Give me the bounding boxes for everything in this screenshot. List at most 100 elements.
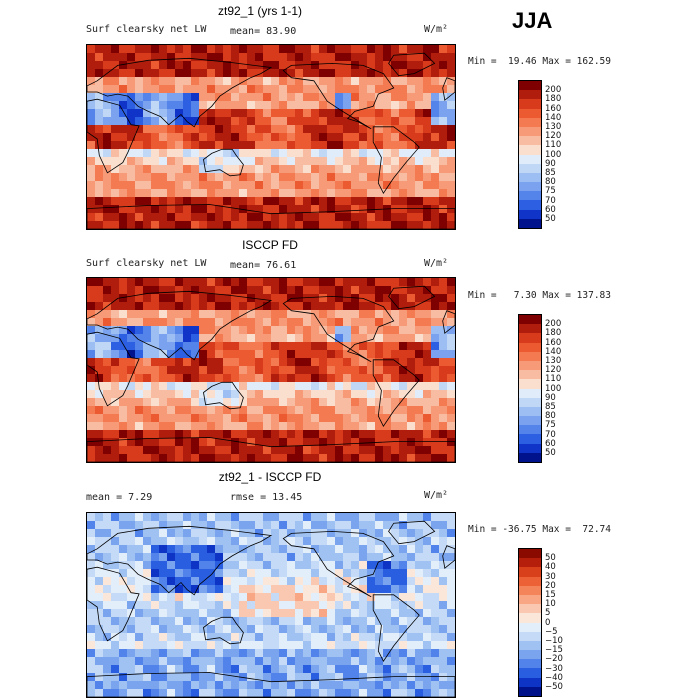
colorbar-tick-label: 160 — [545, 337, 562, 348]
colorbar-tick-label: 85 — [545, 402, 556, 412]
colorbar-swatch — [519, 163, 541, 173]
colorbar-tick-label: 30 — [545, 571, 556, 582]
colorbar-swatch — [519, 434, 541, 444]
colorbar-tick-label: 140 — [545, 112, 562, 123]
colorbar-swatch — [519, 351, 541, 361]
colorbar-tick-label: 110 — [545, 374, 562, 385]
colorbar-swatch — [519, 315, 541, 325]
colorbar-swatch — [519, 604, 541, 614]
panel-3-map — [86, 512, 456, 698]
panel-2-variable-label: Surf clearsky net LW — [86, 258, 207, 269]
colorbar-tick-label: 100 — [545, 383, 562, 394]
colorbar-tick-label: 140 — [545, 346, 562, 357]
colorbar-tick-label: 120 — [545, 131, 562, 142]
colorbar-swatch — [519, 567, 541, 577]
panel-2-title: ISCCP FD — [242, 238, 298, 252]
colorbar-swatch — [519, 443, 541, 453]
season-label: JJA — [512, 8, 553, 33]
colorbar-tick-label: 90 — [545, 158, 556, 169]
colorbar-tick-label: 130 — [545, 356, 562, 366]
colorbar-swatch — [519, 209, 541, 219]
colorbar-tick-label: −20 — [545, 654, 563, 665]
colorbar-tick-label: 200 — [545, 85, 562, 96]
colorbar-swatch — [519, 200, 541, 210]
colorbar-swatch — [519, 379, 541, 389]
colorbar-swatch — [519, 172, 541, 183]
colorbar-swatch — [519, 90, 541, 100]
colorbar-swatch — [519, 397, 541, 407]
colorbar-tick-label: 80 — [545, 177, 556, 188]
panel-1-colorbar — [518, 80, 542, 230]
colorbar-tick-label: 75 — [545, 420, 556, 431]
colorbar-tick-label: −5 — [545, 626, 558, 637]
colorbar-tick-label: 60 — [545, 438, 556, 449]
colorbar-tick-label: 5 — [545, 608, 551, 619]
colorbar-tick-label: 110 — [545, 140, 562, 151]
colorbar-swatch — [519, 333, 541, 343]
panel-1-map — [86, 44, 456, 230]
colorbar-swatch — [519, 117, 541, 127]
colorbar-swatch — [519, 659, 541, 669]
colorbar-swatch — [519, 182, 541, 192]
panel-3-rmse-label: rmse = 13.45 — [230, 492, 303, 503]
colorbar-swatch — [519, 585, 541, 595]
colorbar-swatch — [519, 650, 541, 660]
panel-1-variable-label: Surf clearsky net LW — [86, 24, 207, 35]
colorbar-swatch — [519, 136, 541, 146]
colorbar-swatch — [519, 145, 541, 155]
colorbar-tick-label: 75 — [545, 186, 556, 197]
colorbar-tick-label: 180 — [545, 94, 562, 105]
colorbar-tick-label: 160 — [545, 103, 562, 114]
colorbar-tick-label: 0 — [545, 617, 551, 628]
colorbar-tick-label: 50 — [545, 553, 556, 564]
colorbar-swatch — [519, 668, 541, 678]
colorbar-tick-label: 85 — [545, 168, 556, 178]
colorbar-tick-label: 60 — [545, 204, 556, 215]
colorbar-swatch — [519, 406, 541, 417]
panel-2-units: W/m² — [424, 258, 449, 269]
colorbar-swatch — [519, 126, 541, 137]
colorbar-tick-label: −30 — [545, 663, 563, 674]
colorbar-swatch — [519, 81, 541, 91]
colorbar-swatch — [519, 452, 541, 462]
colorbar-swatch — [519, 99, 541, 109]
colorbar-tick-label: 70 — [545, 429, 556, 440]
colorbar-swatch — [519, 324, 541, 334]
colorbar-tick-label: 100 — [545, 149, 562, 160]
colorbar-tick-label: 180 — [545, 328, 562, 339]
panel-2-mean-label: mean= 76.61 — [230, 260, 297, 271]
colorbar-tick-label: 15 — [545, 590, 556, 600]
colorbar-tick-label: −50 — [545, 682, 563, 692]
colorbar-tick-label: 200 — [545, 319, 562, 330]
colorbar-swatch — [519, 370, 541, 380]
panel-2-map — [86, 277, 456, 463]
colorbar-swatch — [519, 640, 541, 651]
colorbar-swatch — [519, 416, 541, 426]
panel-1-mean-label: mean= 83.90 — [230, 26, 297, 37]
colorbar-tick-label: 50 — [545, 448, 556, 458]
colorbar-tick-label: 10 — [545, 599, 556, 610]
colorbar-tick-label: 90 — [545, 392, 556, 403]
panel-3-mean-label: mean = 7.29 — [86, 492, 153, 503]
panel-3-colorbar — [518, 548, 542, 698]
panel-1-title: zt92_1 (yrs 1-1) — [217, 4, 303, 18]
colorbar-swatch — [519, 558, 541, 568]
colorbar-tick-label: 70 — [545, 195, 556, 206]
colorbar-swatch — [519, 594, 541, 605]
colorbar-swatch — [519, 218, 541, 228]
colorbar-swatch — [519, 622, 541, 632]
colorbar-tick-label: −40 — [545, 672, 563, 683]
colorbar-swatch — [519, 549, 541, 559]
colorbar-swatch — [519, 342, 541, 352]
panel-2-minmax: Min = 7.30 Max = 137.83 — [468, 290, 611, 301]
colorbar-swatch — [519, 388, 541, 398]
colorbar-swatch — [519, 613, 541, 623]
colorbar-swatch — [519, 191, 541, 201]
colorbar-tick-label: 40 — [545, 562, 556, 573]
colorbar-swatch — [519, 686, 541, 696]
colorbar-swatch — [519, 677, 541, 687]
colorbar-swatch — [519, 154, 541, 164]
colorbar-swatch — [519, 425, 541, 435]
colorbar-tick-label: 120 — [545, 365, 562, 376]
colorbar-tick-label: 130 — [545, 122, 562, 132]
